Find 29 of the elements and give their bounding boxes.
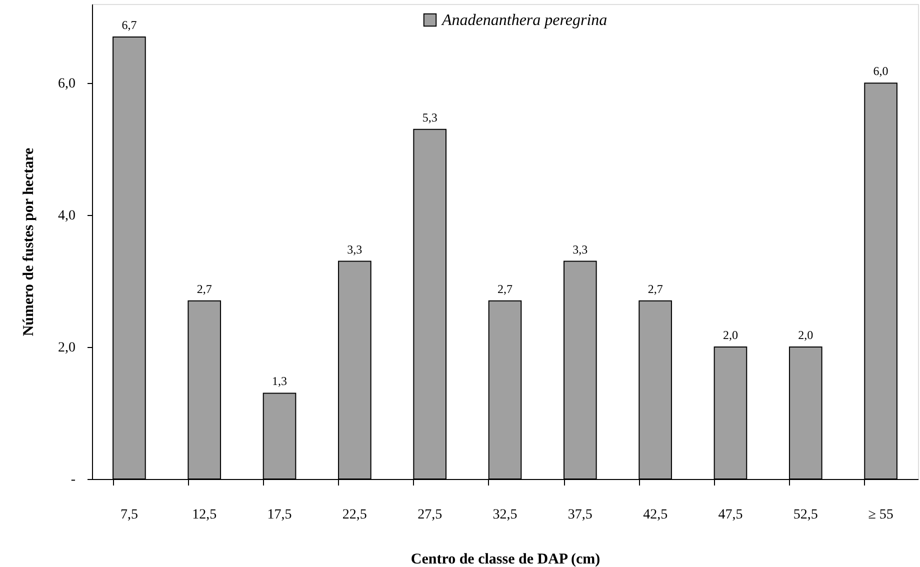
x-tick-label: 42,5 — [643, 508, 668, 522]
x-tick-label: 37,5 — [568, 508, 592, 522]
data-label: 1,3 — [272, 374, 288, 388]
x-axis-title: Centro de classe de DAP (cm) — [410, 552, 600, 567]
x-tick-label: 7,5 — [120, 508, 138, 522]
data-label: 2,7 — [196, 282, 212, 296]
legend-label: Anadenanthera peregrina — [441, 12, 608, 29]
y-tick-label: 2,0 — [58, 340, 76, 356]
x-tick-label: 17,5 — [267, 508, 292, 522]
data-label: 3,3 — [347, 242, 362, 256]
x-tick-label: 32,5 — [492, 508, 518, 522]
data-label: 3,3 — [572, 242, 588, 256]
data-label: 2,7 — [648, 282, 663, 296]
y-tick-label: - — [70, 472, 76, 488]
x-tick-label: 12,5 — [192, 508, 217, 522]
x-tick-label: 47,5 — [718, 508, 743, 522]
y-tick-label: 4,0 — [58, 208, 76, 224]
data-label: 2,0 — [798, 328, 814, 342]
data-label: 6,0 — [873, 64, 888, 78]
x-tick-label: ≥ 55 — [868, 508, 894, 522]
data-label: 2,0 — [722, 328, 738, 342]
y-axis-title: Número de fustes por hectare — [21, 148, 37, 336]
x-tick-label: 27,5 — [418, 508, 442, 522]
x-tick-label: 22,5 — [342, 508, 367, 522]
data-label: 6,7 — [122, 18, 137, 32]
x-tick-label: 52,5 — [793, 508, 818, 522]
data-label: 2,7 — [498, 282, 512, 296]
data-label: 5,3 — [422, 110, 438, 124]
y-tick-label: 6,0 — [58, 76, 76, 92]
